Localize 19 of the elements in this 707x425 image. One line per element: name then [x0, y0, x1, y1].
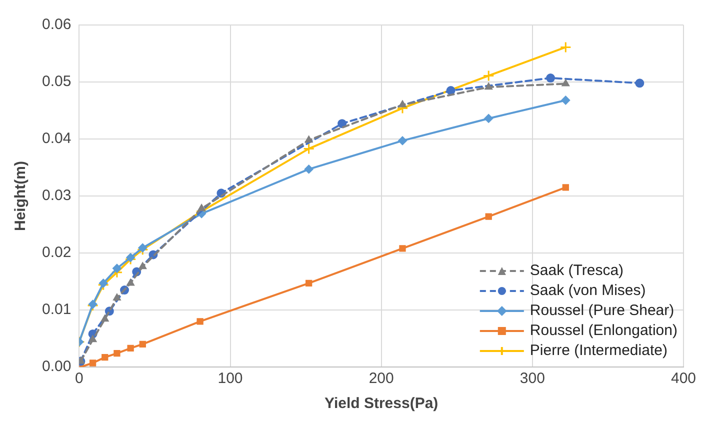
legend-label: Saak (von Mises) — [530, 282, 646, 300]
legend-label: Roussel (Enlongation) — [530, 322, 678, 340]
y-tick-label: 0.06 — [42, 16, 72, 34]
y-tick-label: 0.04 — [42, 130, 72, 148]
y-tick-label: 0.01 — [42, 301, 72, 318]
y-tick-label: 0.00 — [42, 358, 72, 376]
x-axis-title: Yield Stress(Pa) — [324, 395, 438, 412]
y-tick-label: 0.05 — [42, 73, 72, 90]
x-tick-label: 0 — [75, 370, 84, 388]
y-axis-title: Height(m) — [12, 161, 30, 231]
x-tick-label: 100 — [218, 370, 243, 388]
legend-label: Pierre (Intermediate) — [530, 342, 668, 360]
x-tick-label: 400 — [670, 370, 696, 388]
legend-label: Roussel (Pure Shear) — [530, 302, 674, 320]
y-tick-label: 0.02 — [42, 244, 72, 262]
x-tick-label: 300 — [520, 370, 545, 388]
x-tick-label: 200 — [368, 370, 394, 388]
y-tick-label: 0.03 — [42, 187, 72, 204]
legend-label: Saak (Tresca) — [530, 262, 624, 280]
